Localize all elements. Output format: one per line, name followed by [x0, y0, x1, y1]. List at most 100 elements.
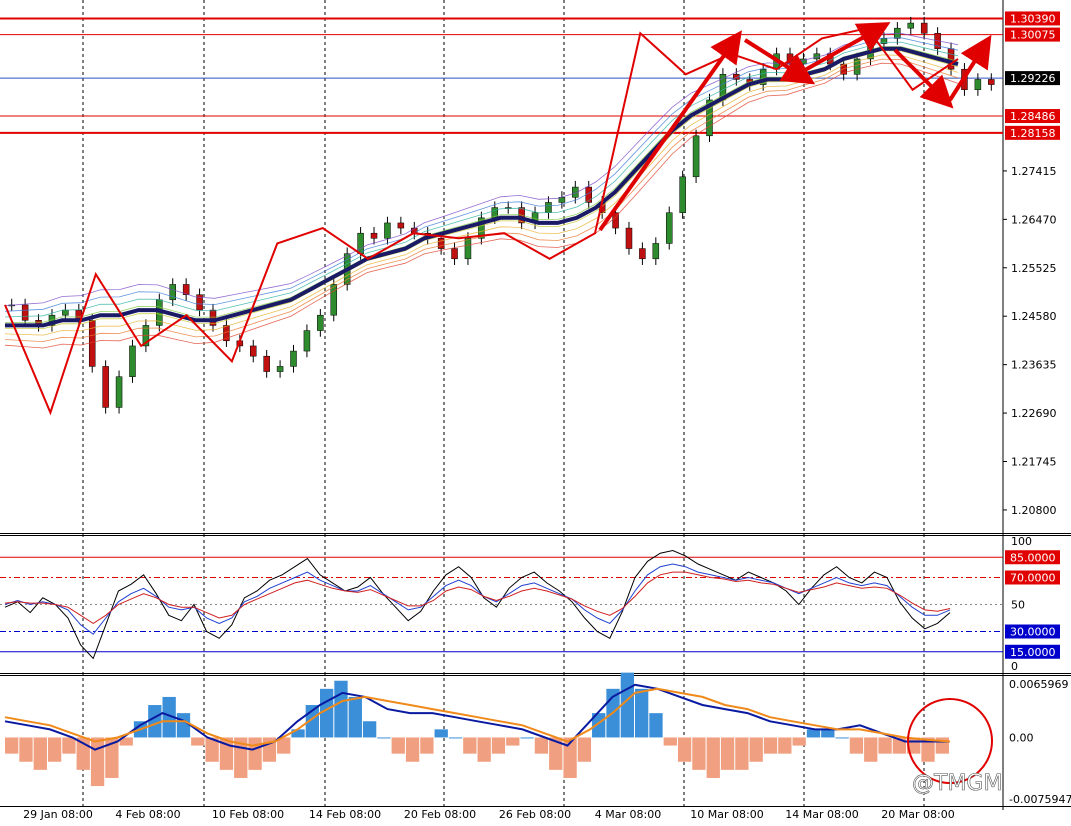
- macd-histogram-bar: [176, 713, 191, 738]
- level-tag-label: 1.30390: [1010, 12, 1056, 25]
- macd-histogram-bar: [677, 737, 692, 762]
- candle-body: [612, 212, 619, 229]
- highlight-circle: [907, 698, 993, 784]
- macd-tick-label: 0.0065969: [1009, 678, 1069, 691]
- candle-body: [115, 376, 123, 408]
- macd-histogram-bar: [735, 737, 749, 770]
- osc-level-tag: [1005, 624, 1060, 639]
- osc-level-label: 30.0000: [1010, 626, 1056, 639]
- y-tick-label: 1.26470: [1011, 213, 1057, 226]
- level-tag: [1005, 11, 1060, 26]
- candle-body: [974, 79, 982, 90]
- osc-level-label: 70.0000: [1010, 572, 1056, 585]
- x-tick-label: 4 Mar 08:00: [595, 808, 661, 821]
- candle-body: [317, 314, 324, 331]
- current-price-tag: [1005, 71, 1060, 86]
- candle-body: [102, 366, 109, 408]
- candle-body: [451, 248, 458, 260]
- x-tick-label: 20 Mar 08:00: [881, 808, 954, 821]
- macd-histogram-bar: [291, 729, 305, 738]
- candle-body: [706, 99, 713, 137]
- candle-body: [250, 345, 257, 357]
- macd-histogram-bar: [821, 729, 835, 738]
- macd-histogram-bar: [420, 737, 434, 754]
- osc-series-line: [4, 571, 951, 624]
- macd-histogram-bar: [635, 688, 649, 738]
- macd-histogram-bar: [90, 737, 105, 787]
- y-tick-label: 1.22690: [1011, 407, 1057, 420]
- macd-histogram-bar: [649, 713, 663, 738]
- osc-level-tag: [1005, 570, 1060, 585]
- ribbon-line: [4, 62, 959, 349]
- candle-body: [652, 243, 660, 260]
- trend-arrow-up: [804, 22, 891, 72]
- candle-body: [370, 232, 378, 239]
- candle-body: [853, 58, 861, 75]
- candle-body: [464, 238, 472, 260]
- level-tag: [1005, 125, 1060, 140]
- macd-histogram-bar: [391, 737, 405, 754]
- osc-level-label: 15.0000: [1010, 646, 1056, 659]
- macd-series-line: [4, 683, 950, 751]
- candle-body: [478, 217, 485, 239]
- macd-histogram-bar: [62, 737, 76, 754]
- candle-body: [357, 232, 364, 254]
- current-price-label: 1.29226: [1010, 72, 1056, 85]
- macd-histogram-bar: [835, 737, 849, 739]
- macd-histogram-bar: [463, 737, 477, 754]
- candle-body: [209, 309, 217, 326]
- macd-histogram-bar: [749, 737, 763, 762]
- macd-histogram-bar: [448, 737, 463, 739]
- macd-tick-label: 0.00: [1009, 731, 1034, 744]
- macd-histogram-bar: [277, 737, 291, 754]
- macd-histogram-bar: [520, 737, 534, 739]
- level-tag: [1005, 109, 1060, 124]
- macd-histogram-bar: [620, 672, 634, 738]
- candle-body: [639, 248, 646, 260]
- y-tick-label: 1.21745: [1011, 456, 1057, 469]
- osc-tick-label: 50: [1011, 599, 1025, 612]
- macd-histogram-bar: [477, 737, 491, 762]
- osc-tick-label: 100: [1011, 535, 1032, 548]
- candle-body: [182, 284, 190, 295]
- trend-arrow-up: [598, 30, 742, 232]
- macd-histogram-bar: [33, 737, 47, 770]
- y-tick-label: 1.24580: [1011, 310, 1057, 323]
- macd-histogram-bar: [5, 737, 19, 754]
- candle-body: [62, 309, 69, 316]
- macd-histogram-bar: [778, 737, 792, 754]
- macd-histogram-bar: [119, 737, 133, 746]
- osc-series-line: [4, 563, 951, 635]
- macd-histogram-bar: [849, 737, 864, 754]
- macd-histogram-bar: [320, 688, 334, 738]
- macd-histogram-bar: [763, 737, 778, 754]
- x-tick-label: 26 Feb 08:00: [499, 808, 571, 821]
- osc-level-label: 85.0000: [1010, 551, 1056, 564]
- candle-body: [129, 345, 136, 377]
- macd-histogram-bar: [549, 737, 563, 770]
- x-tick-label: 29 Jan 08:00: [23, 808, 93, 821]
- macd-histogram-bar: [162, 696, 176, 738]
- macd-histogram-bar: [534, 737, 549, 754]
- x-tick-label: 10 Mar 08:00: [690, 808, 763, 821]
- x-tick-label: 10 Feb 08:00: [212, 808, 284, 821]
- candle-body: [276, 366, 284, 372]
- macd-histogram-bar: [706, 737, 720, 778]
- macd-histogram-bar: [348, 696, 362, 738]
- macd-histogram-bar: [592, 713, 606, 738]
- watermark: @TMGM: [912, 771, 1002, 796]
- candle-body: [988, 79, 995, 85]
- macd-histogram-bar: [191, 737, 205, 746]
- macd-histogram-bar: [806, 729, 821, 738]
- candle-body: [437, 238, 445, 249]
- osc-level-tag: [1005, 550, 1060, 565]
- macd-histogram-bar: [663, 737, 677, 746]
- y-tick-label: 1.20800: [1011, 504, 1057, 517]
- macd-histogram-bar: [362, 721, 377, 738]
- candle-body: [625, 227, 633, 249]
- x-tick-label: 20 Feb 08:00: [404, 808, 476, 821]
- level-tag-label: 1.30075: [1010, 29, 1056, 42]
